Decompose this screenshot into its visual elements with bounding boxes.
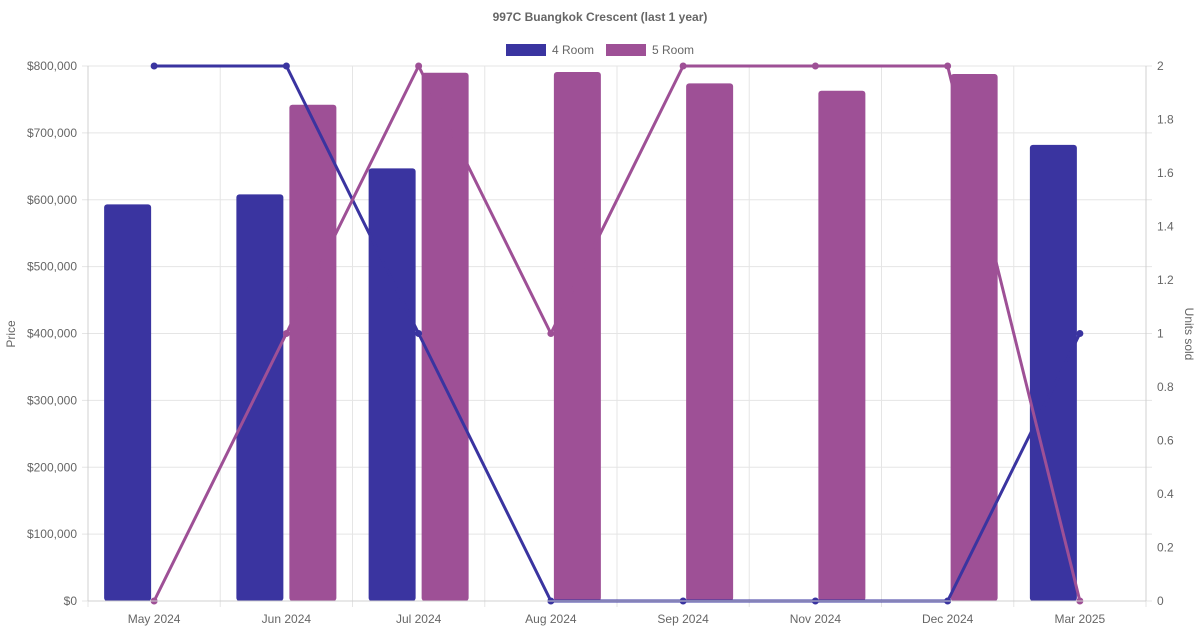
point-4-room-mar-2025 bbox=[1076, 330, 1084, 337]
point-4-room-jun-2024 bbox=[282, 62, 290, 70]
y-left-tick-label: $200,000 bbox=[27, 460, 77, 474]
bar-5-room-sep-2024 bbox=[686, 83, 734, 601]
point-4-room-may-2024 bbox=[150, 62, 158, 70]
y-right-tick-label: 1.2 bbox=[1157, 273, 1174, 287]
x-tick-label: May 2024 bbox=[128, 612, 181, 626]
line-5-room-units bbox=[152, 64, 1082, 602]
bar-5-room-aug-2024 bbox=[553, 72, 601, 602]
legend-swatch-4-room bbox=[506, 44, 546, 56]
x-tick-label: Jul 2024 bbox=[396, 612, 442, 626]
y-left-tick-label: $400,000 bbox=[27, 327, 77, 341]
y-right-tick-label: 0.8 bbox=[1157, 380, 1174, 394]
y-right-axis-title: Units sold bbox=[1182, 308, 1196, 361]
bar-4-room-may-2024 bbox=[104, 204, 152, 601]
y-right-tick-label: 2 bbox=[1157, 59, 1164, 73]
legend: 4 Room 5 Room bbox=[506, 43, 694, 57]
x-tick-label: Mar 2025 bbox=[1055, 612, 1106, 626]
y-right-tick-label: 1.4 bbox=[1157, 220, 1174, 234]
y-left-tick-label: $800,000 bbox=[27, 59, 77, 73]
bar-5-room-jun-2024 bbox=[289, 104, 337, 601]
bars bbox=[104, 72, 1077, 602]
bar-5-room-jul-2024 bbox=[421, 72, 469, 601]
y-right-tick-label: 0.2 bbox=[1157, 541, 1174, 555]
point-5-room-jul-2024 bbox=[415, 62, 423, 70]
point-4-room-jul-2024 bbox=[415, 330, 423, 337]
bar-4-room-jul-2024 bbox=[368, 168, 416, 601]
bar-5-room-nov-2024 bbox=[818, 90, 866, 602]
x-tick-label: Nov 2024 bbox=[790, 612, 842, 626]
y-left-tick-label: $0 bbox=[64, 594, 78, 608]
y-left-tick-label: $600,000 bbox=[27, 193, 77, 207]
y-left-tick-label: $700,000 bbox=[27, 126, 77, 140]
y-left-tick-label: $500,000 bbox=[27, 260, 77, 274]
y-right-tick-label: 0 bbox=[1157, 594, 1164, 608]
bar-4-room-mar-2025 bbox=[1029, 144, 1077, 601]
bar-4-room-jun-2024 bbox=[236, 194, 284, 601]
legend-swatch-5-room bbox=[606, 44, 646, 56]
bar-5-room-dec-2024 bbox=[950, 74, 998, 601]
y-right-tick-label: 0.6 bbox=[1157, 434, 1174, 448]
axes: $0 $100,000 $200,000 $300,000 $400,000 $500,0… bbox=[27, 59, 1174, 626]
y-right-tick-label: 0.4 bbox=[1157, 487, 1174, 501]
point-5-room-sep-2024 bbox=[679, 62, 687, 70]
y-left-tick-label: $300,000 bbox=[27, 393, 77, 407]
x-tick-label: Sep 2024 bbox=[657, 612, 709, 626]
legend-label-4-room: 4 Room bbox=[552, 43, 594, 57]
x-tick-label: Jun 2024 bbox=[262, 612, 312, 626]
point-5-room-aug-2024 bbox=[547, 330, 555, 337]
point-5-room-jun-2024 bbox=[282, 330, 290, 337]
chart-title: 997C Buangkok Crescent (last 1 year) bbox=[493, 10, 708, 24]
point-5-room-nov-2024 bbox=[811, 62, 819, 70]
legend-label-5-room: 5 Room bbox=[652, 43, 694, 57]
x-tick-label: Dec 2024 bbox=[922, 612, 974, 626]
y-right-tick-label: 1 bbox=[1157, 327, 1164, 341]
x-tick-label: Aug 2024 bbox=[525, 612, 577, 626]
y-right-tick-label: 1.8 bbox=[1157, 113, 1174, 127]
y-right-tick-label: 1.6 bbox=[1157, 166, 1174, 180]
y-left-tick-label: $100,000 bbox=[27, 527, 77, 541]
point-5-room-dec-2024 bbox=[944, 62, 952, 70]
y-left-axis-title: Price bbox=[4, 320, 18, 348]
